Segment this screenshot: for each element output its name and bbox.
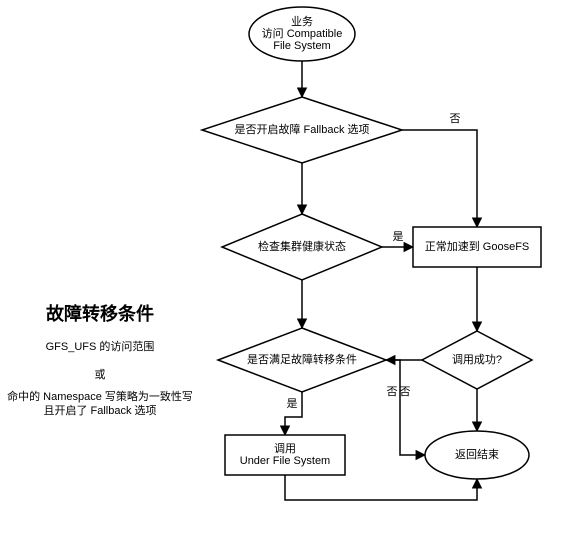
- svg-text:返回结束: 返回结束: [455, 448, 499, 461]
- side-panel-line-1: 或: [95, 368, 106, 381]
- side-panel: 故障转移条件 GFS_UFS 的访问范围或命中的 Namespace 写策略为一致…: [7, 303, 193, 417]
- node-p1: 正常加速到 GooseFS: [413, 227, 541, 267]
- edge-label-d2-p1: 是: [393, 230, 404, 243]
- svg-text:是否满足故障转移条件: 是否满足故障转移条件: [247, 352, 357, 366]
- edge-label-d4-d3: 否: [400, 386, 411, 398]
- svg-text:Under File System: Under File System: [240, 455, 330, 467]
- node-d2: 检查集群健康状态: [222, 214, 382, 280]
- side-panel-line-3: 且开启了 Fallback 选项: [43, 404, 156, 417]
- svg-text:调用: 调用: [274, 442, 296, 455]
- node-start: 业务访问 CompatibleFile System: [249, 7, 355, 61]
- nodes-layer: 业务访问 CompatibleFile System 是否开启故障 Fallbac…: [202, 7, 541, 479]
- edge-label-d1-p1: 否: [450, 113, 461, 125]
- side-panel-line-2: 命中的 Namespace 写策略为一致性写: [7, 389, 193, 403]
- node-p2: 调用Under File System: [225, 435, 345, 475]
- edge-d1-p1: [402, 130, 477, 227]
- edge-label-d3-p2: 是: [287, 397, 298, 410]
- svg-text:业务: 业务: [291, 15, 313, 28]
- node-d1: 是否开启故障 Fallback 选项: [202, 97, 402, 163]
- side-panel-line-0: GFS_UFS 的访问范围: [46, 339, 155, 353]
- svg-text:File System: File System: [273, 40, 330, 52]
- flowchart-canvas: 业务访问 CompatibleFile System 是否开启故障 Fallbac…: [0, 0, 562, 540]
- svg-text:检查集群健康状态: 检查集群健康状态: [258, 239, 346, 253]
- node-end: 返回结束: [425, 431, 529, 479]
- node-d4: 调用成功?: [422, 331, 532, 389]
- svg-text:正常加速到 GooseFS: 正常加速到 GooseFS: [425, 240, 530, 253]
- edge-p2-end: [285, 475, 477, 500]
- side-panel-title: 故障转移条件: [46, 303, 154, 324]
- svg-text:调用成功?: 调用成功?: [452, 353, 502, 366]
- svg-text:访问 Compatible: 访问 Compatible: [262, 27, 343, 40]
- node-d3: 是否满足故障转移条件: [218, 328, 386, 392]
- edge-d3-end: [386, 360, 425, 455]
- svg-text:是否开启故障 Fallback 选项: 是否开启故障 Fallback 选项: [234, 122, 369, 136]
- edge-label-d3-end: 否: [387, 386, 398, 398]
